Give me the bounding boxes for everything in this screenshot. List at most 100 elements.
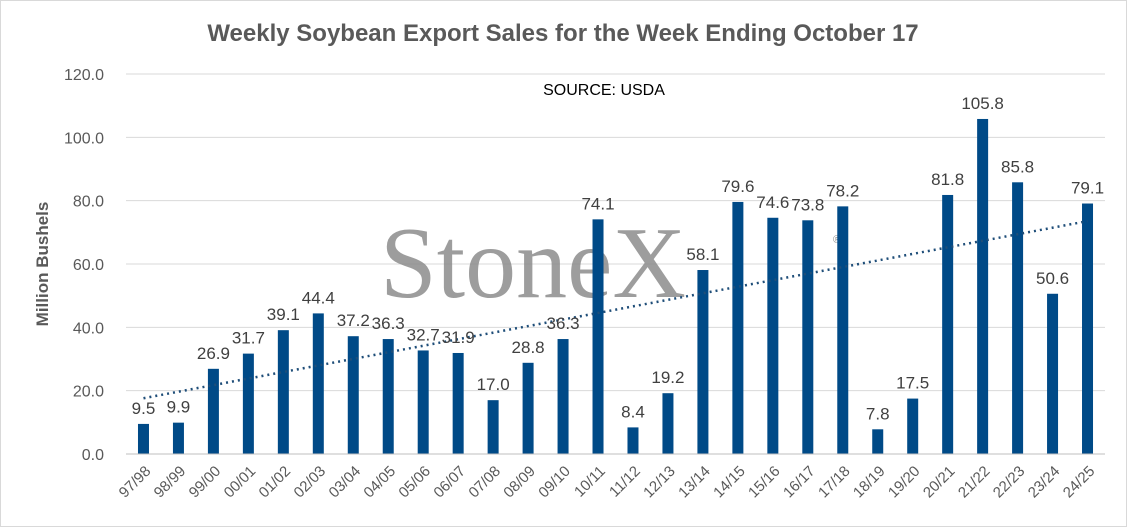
bar-24-25 xyxy=(1082,203,1094,454)
x-tick-label: 12/13 xyxy=(640,463,679,502)
x-tick-label: 09/10 xyxy=(535,463,574,502)
data-label: 58.1 xyxy=(686,245,719,264)
bar-18-19 xyxy=(872,429,884,454)
trendline xyxy=(143,219,1088,400)
x-tick-label: 07/08 xyxy=(465,463,504,502)
y-tick-label: 100.0 xyxy=(64,130,104,147)
data-label: 31.7 xyxy=(232,329,265,348)
bar-16-17 xyxy=(802,220,814,454)
x-axis-ticks: 97/9898/9999/0000/0101/0202/0303/0404/05… xyxy=(116,463,1099,502)
bar-14-15 xyxy=(732,201,744,454)
y-tick-label: 60.0 xyxy=(73,257,104,274)
data-label: 74.6 xyxy=(756,193,789,212)
bar-00-01 xyxy=(242,353,254,454)
data-label: 74.1 xyxy=(581,194,614,213)
data-label: 37.2 xyxy=(337,311,370,330)
data-label: 79.1 xyxy=(1071,179,1104,198)
gridlines xyxy=(126,73,1105,392)
x-tick-label: 11/12 xyxy=(606,463,644,501)
x-tick-label: 00/01 xyxy=(221,463,260,502)
data-label: 81.8 xyxy=(931,170,964,189)
x-tick-label: 99/00 xyxy=(186,463,225,502)
x-tick-label: 97/98 xyxy=(116,463,155,502)
data-label: 78.2 xyxy=(826,181,859,200)
chart-title: Weekly Soybean Export Sales for the Week… xyxy=(207,20,918,47)
y-axis-ticks: 0.0 20.0 40.0 60.0 80.0 100.0 120.0 xyxy=(64,67,104,464)
bar-06-07 xyxy=(452,352,464,454)
bar-01-02 xyxy=(277,330,289,454)
bar-13-14 xyxy=(697,270,709,454)
data-label: 73.8 xyxy=(791,195,824,214)
x-tick-label: 16/17 xyxy=(780,463,819,502)
x-tick-label: 17/18 xyxy=(815,463,854,502)
bar-21-22 xyxy=(977,118,989,454)
source-annotation: SOURCE: USDA xyxy=(543,82,665,99)
data-label: 36.3 xyxy=(372,314,405,333)
x-tick-label: 14/15 xyxy=(710,463,749,502)
bar-09-10 xyxy=(557,339,569,454)
bar-97-98 xyxy=(137,423,149,454)
x-tick-label: 22/23 xyxy=(990,463,1029,502)
data-label: 9.5 xyxy=(132,399,156,418)
y-tick-label: 40.0 xyxy=(73,320,104,337)
x-tick-label: 18/19 xyxy=(850,463,889,502)
data-label: 36.3 xyxy=(547,314,580,333)
bar-22-23 xyxy=(1012,182,1024,455)
data-label: 7.8 xyxy=(866,404,890,423)
stonex-watermark: StoneX xyxy=(380,207,686,320)
x-tick-label: 19/20 xyxy=(885,463,924,502)
data-label: 39.1 xyxy=(267,305,300,324)
x-tick-label: 15/16 xyxy=(745,463,784,502)
y-tick-label: 20.0 xyxy=(73,384,104,401)
x-tick-label: 04/05 xyxy=(360,463,399,502)
x-tick-label: 98/99 xyxy=(151,463,190,502)
data-label: 44.4 xyxy=(302,288,335,307)
bar-12-13 xyxy=(662,393,674,454)
bar-10-11 xyxy=(592,219,604,454)
data-label: 26.9 xyxy=(197,344,230,363)
x-tick-label: 21/22 xyxy=(955,463,994,502)
y-axis-title: Million Bushels xyxy=(33,202,52,327)
y-tick-label: 80.0 xyxy=(73,194,104,211)
data-label: 19.2 xyxy=(651,368,684,387)
bar-15-16 xyxy=(767,217,779,454)
bar-05-06 xyxy=(417,350,429,454)
x-tick-label: 24/25 xyxy=(1060,463,1099,502)
bar-23-24 xyxy=(1047,293,1059,454)
bar-02-03 xyxy=(312,313,324,454)
bar-03-04 xyxy=(347,336,359,454)
bar-20-21 xyxy=(942,194,954,454)
bar-11-12 xyxy=(627,427,639,454)
data-label: 79.6 xyxy=(721,177,754,196)
watermark-registered-mark: ® xyxy=(833,234,841,246)
data-label: 28.8 xyxy=(512,338,545,357)
bar-07-08 xyxy=(487,400,499,454)
data-label: 32.7 xyxy=(407,325,440,344)
bar-98-99 xyxy=(172,422,184,454)
y-tick-label: 120.0 xyxy=(64,67,104,84)
data-label: 85.8 xyxy=(1001,157,1034,176)
x-tick-label: 13/14 xyxy=(675,463,714,502)
data-label: 31.9 xyxy=(442,328,475,347)
data-label: 50.6 xyxy=(1036,269,1069,288)
data-labels: 9.5 9.926.931.739.144.437.2 36.332.7 31.917… xyxy=(132,94,1104,423)
data-label: 17.0 xyxy=(477,375,510,394)
bar-08-09 xyxy=(522,362,534,454)
data-label: 17.5 xyxy=(896,374,929,393)
bar-99-00 xyxy=(207,368,219,454)
x-tick-label: 01/02 xyxy=(256,463,295,502)
data-label: 105.8 xyxy=(961,94,1004,113)
x-tick-label: 23/24 xyxy=(1025,463,1064,502)
y-tick-label: 0.0 xyxy=(82,447,104,464)
x-tick-label: 02/03 xyxy=(291,463,330,502)
x-tick-label: 05/06 xyxy=(395,463,434,502)
x-tick-label: 10/11 xyxy=(571,463,609,501)
data-label: 8.4 xyxy=(621,402,645,421)
x-tick-label: 06/07 xyxy=(430,463,469,502)
bar-19-20 xyxy=(907,398,919,454)
x-tick-label: 03/04 xyxy=(326,463,365,502)
bar-17-18 xyxy=(837,206,849,454)
data-label: 9.9 xyxy=(167,398,191,417)
x-tick-label: 08/09 xyxy=(500,463,539,502)
